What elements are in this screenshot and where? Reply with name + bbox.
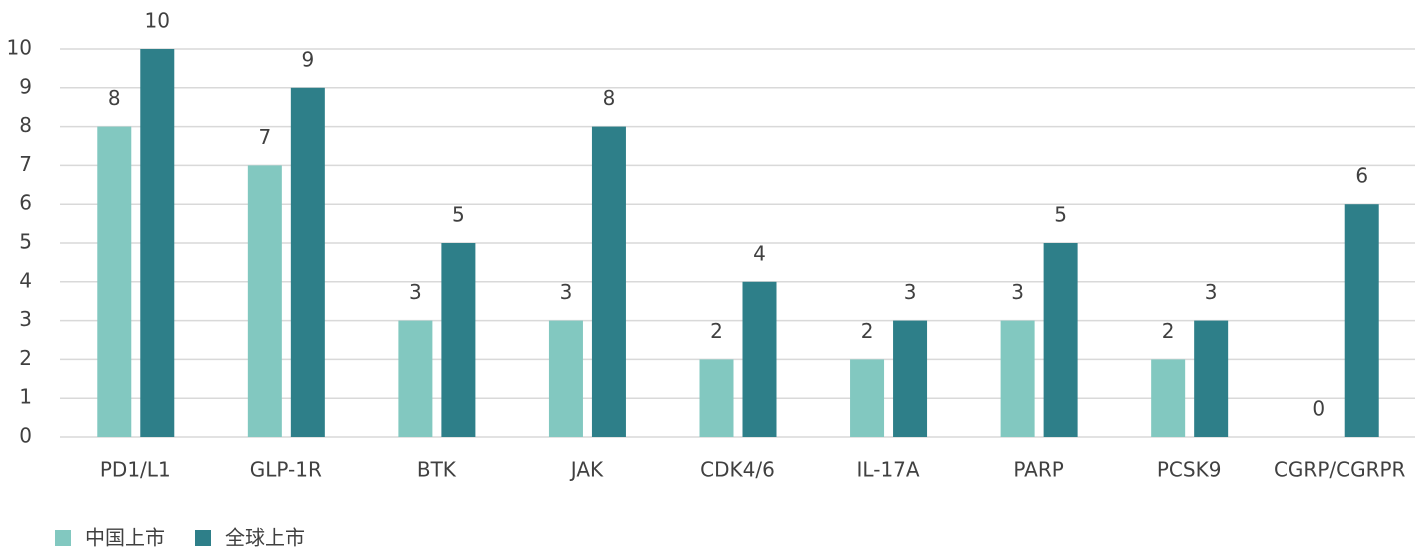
y-tick-label: 3 xyxy=(19,307,32,331)
x-tick-label: PARP xyxy=(1013,458,1063,482)
data-label: 6 xyxy=(1355,164,1368,188)
bar xyxy=(1194,320,1229,437)
data-label: 3 xyxy=(1011,280,1024,304)
y-tick-label: 6 xyxy=(19,191,32,215)
data-label: 9 xyxy=(301,47,314,71)
legend-label: 中国上市 xyxy=(85,526,165,549)
bar xyxy=(398,320,433,437)
bar xyxy=(1344,204,1379,437)
bar xyxy=(850,359,885,437)
bar xyxy=(699,359,734,437)
x-tick-label: CDK4/6 xyxy=(700,458,775,482)
x-tick-label: GLP-1R xyxy=(250,458,322,482)
bar xyxy=(591,126,626,437)
data-label: 2 xyxy=(861,319,874,343)
data-label: 7 xyxy=(258,125,271,149)
x-tick-label: IL-17A xyxy=(857,458,920,482)
bar xyxy=(247,165,282,437)
y-tick-label: 10 xyxy=(7,36,32,60)
data-label: 3 xyxy=(904,280,917,304)
y-tick-label: 7 xyxy=(19,152,32,176)
bar xyxy=(548,320,583,437)
x-tick-label: BTK xyxy=(417,458,457,482)
y-tick-label: 2 xyxy=(19,346,32,370)
bar xyxy=(1000,320,1035,437)
x-tick-label: JAK xyxy=(569,458,604,482)
data-label: 3 xyxy=(560,280,573,304)
bar xyxy=(1043,243,1078,437)
y-tick-label: 9 xyxy=(19,74,32,98)
data-label: 3 xyxy=(409,280,422,304)
y-tick-label: 4 xyxy=(19,268,32,292)
y-tick-label: 8 xyxy=(19,113,32,137)
data-label: 3 xyxy=(1205,280,1218,304)
data-label: 4 xyxy=(753,241,766,265)
legend-swatch xyxy=(195,530,211,546)
data-label: 10 xyxy=(145,9,170,33)
data-label: 2 xyxy=(710,319,723,343)
y-tick-label: 5 xyxy=(19,230,32,254)
data-label: 2 xyxy=(1162,319,1175,343)
bar xyxy=(97,126,132,437)
bar xyxy=(290,87,325,438)
bar xyxy=(1151,359,1186,437)
data-label: 5 xyxy=(1054,203,1067,227)
x-tick-label: CGRP/CGRPR xyxy=(1274,458,1406,482)
bar xyxy=(140,49,175,437)
data-label: 8 xyxy=(108,86,121,110)
y-tick-label: 1 xyxy=(19,385,32,409)
y-tick-label: 0 xyxy=(19,424,32,448)
data-label: 5 xyxy=(452,203,465,227)
legend-label: 全球上市 xyxy=(225,526,305,549)
bar xyxy=(893,320,928,437)
bar xyxy=(441,243,476,437)
data-label: 8 xyxy=(603,86,616,110)
x-tick-label: PCSK9 xyxy=(1157,458,1222,482)
legend-swatch xyxy=(55,530,71,546)
x-tick-label: PD1/L1 xyxy=(100,458,171,482)
data-label: 0 xyxy=(1312,397,1325,421)
bar xyxy=(742,281,777,437)
